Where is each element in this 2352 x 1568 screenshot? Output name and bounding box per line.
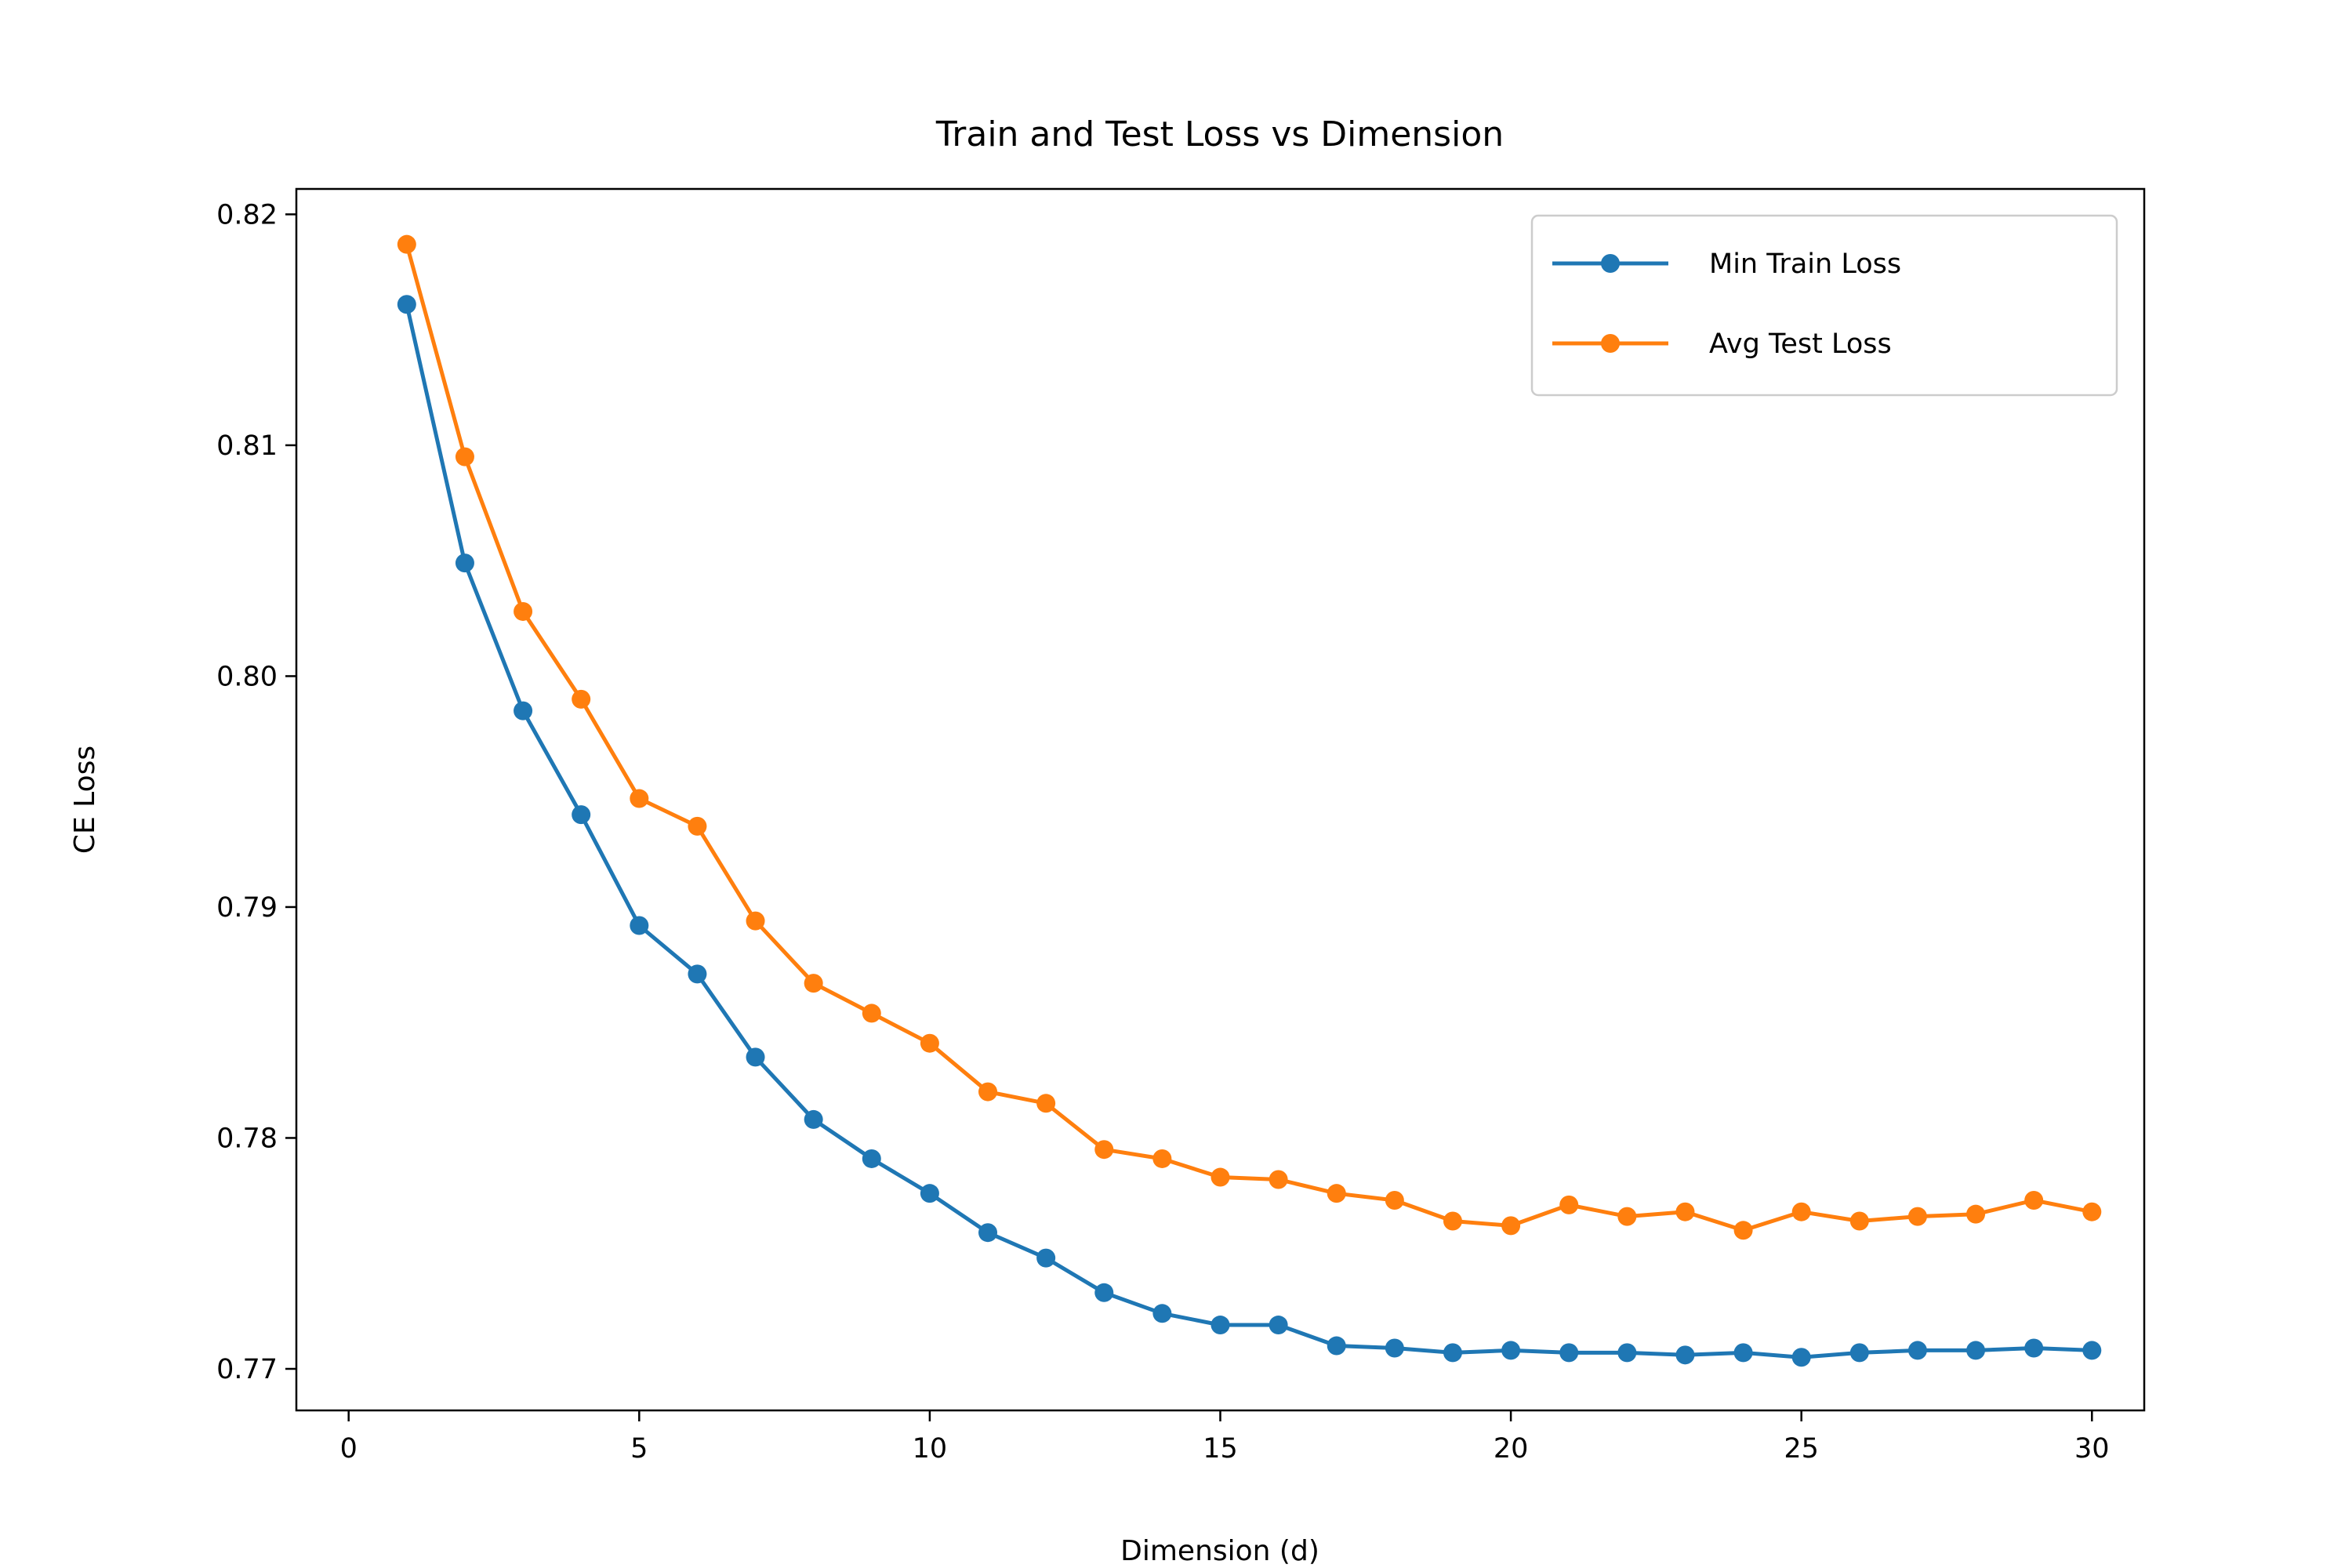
data-point-avg-test-loss — [1791, 1202, 1811, 1221]
data-point-min-train-loss — [978, 1223, 998, 1243]
data-point-avg-test-loss — [1269, 1170, 1288, 1189]
data-point-avg-test-loss — [1617, 1207, 1637, 1226]
data-point-min-train-loss — [688, 964, 707, 984]
data-point-avg-test-loss — [1966, 1204, 1986, 1224]
data-point-avg-test-loss — [1036, 1094, 1056, 1113]
chart-title: Train and Test Loss vs Dimension — [935, 114, 1504, 154]
data-point-min-train-loss — [514, 701, 533, 720]
data-point-avg-test-loss — [630, 789, 649, 808]
data-point-avg-test-loss — [1152, 1149, 1172, 1168]
data-point-min-train-loss — [572, 805, 591, 825]
data-point-avg-test-loss — [920, 1033, 939, 1053]
legend-marker-avg-test-loss — [1601, 334, 1620, 353]
legend-label-avg-test-loss: Avg Test Loss — [1709, 328, 1892, 360]
data-point-avg-test-loss — [978, 1082, 998, 1102]
x-tick-label: 10 — [913, 1433, 948, 1465]
x-tick-label: 0 — [340, 1433, 358, 1465]
data-point-min-train-loss — [804, 1109, 823, 1129]
data-point-min-train-loss — [1152, 1304, 1172, 1323]
data-point-avg-test-loss — [455, 447, 474, 466]
series-line-min-train-loss — [405, 303, 2092, 1359]
series-line-avg-test-loss — [405, 244, 2092, 1232]
data-point-min-train-loss — [862, 1149, 881, 1168]
data-point-min-train-loss — [2024, 1338, 2044, 1358]
x-tick-label: 15 — [1203, 1433, 1238, 1465]
data-point-min-train-loss — [630, 916, 649, 935]
x-tick-label: 25 — [1784, 1433, 1819, 1465]
y-axis-label: CE Loss — [69, 746, 101, 854]
plot-frame — [295, 187, 2146, 1412]
data-point-avg-test-loss — [397, 234, 416, 254]
data-point-min-train-loss — [455, 554, 474, 573]
data-point-min-train-loss — [746, 1047, 765, 1067]
data-point-avg-test-loss — [746, 911, 765, 931]
data-point-avg-test-loss — [1675, 1202, 1695, 1221]
data-point-min-train-loss — [1036, 1248, 1056, 1268]
data-point-min-train-loss — [1907, 1341, 1927, 1360]
data-point-avg-test-loss — [1559, 1195, 1579, 1214]
legend-box — [1530, 214, 2118, 397]
data-point-avg-test-loss — [804, 974, 823, 993]
y-tick-label: 0.82 — [216, 199, 278, 230]
data-point-min-train-loss — [920, 1184, 939, 1203]
data-point-min-train-loss — [1733, 1343, 1753, 1363]
data-point-avg-test-loss — [572, 689, 591, 709]
data-point-avg-test-loss — [688, 816, 707, 836]
data-point-min-train-loss — [1327, 1336, 1346, 1356]
data-point-avg-test-loss — [1443, 1211, 1462, 1231]
x-axis-label: Dimension (d) — [1120, 1535, 1319, 1567]
y-tick-label: 0.79 — [216, 892, 278, 924]
data-point-avg-test-loss — [1385, 1190, 1404, 1210]
data-point-min-train-loss — [1849, 1343, 1869, 1363]
data-point-avg-test-loss — [514, 601, 533, 621]
x-tick-label: 30 — [2074, 1433, 2110, 1465]
data-point-avg-test-loss — [862, 1004, 881, 1023]
data-point-min-train-loss — [1443, 1343, 1462, 1363]
y-tick-label: 0.81 — [216, 430, 278, 462]
data-point-min-train-loss — [1094, 1283, 1114, 1302]
x-tick-label: 5 — [630, 1433, 648, 1465]
data-point-avg-test-loss — [1501, 1216, 1521, 1236]
data-point-min-train-loss — [1559, 1343, 1579, 1363]
data-point-avg-test-loss — [1327, 1184, 1346, 1203]
data-point-avg-test-loss — [1094, 1140, 1114, 1160]
data-point-min-train-loss — [1791, 1348, 1811, 1367]
y-tick-label: 0.80 — [216, 661, 278, 692]
y-tick-label: 0.78 — [216, 1123, 278, 1154]
data-point-avg-test-loss — [2024, 1190, 2044, 1210]
data-point-min-train-loss — [1675, 1345, 1695, 1365]
legend: Min Train Loss Avg Test Loss — [1530, 214, 2118, 397]
x-axis-ticks: 0 5 10 15 20 25 30 — [340, 1410, 2110, 1465]
data-point-avg-test-loss — [2082, 1202, 2102, 1221]
data-point-min-train-loss — [1617, 1343, 1637, 1363]
data-point-min-train-loss — [1210, 1316, 1230, 1335]
data-point-avg-test-loss — [1733, 1221, 1753, 1240]
data-point-min-train-loss — [397, 295, 416, 314]
y-axis-ticks: 0.77 0.78 0.79 0.80 0.81 0.82 — [216, 199, 296, 1385]
x-tick-label: 20 — [1494, 1433, 1529, 1465]
data-point-min-train-loss — [2082, 1341, 2102, 1360]
data-point-avg-test-loss — [1907, 1207, 1927, 1226]
data-point-avg-test-loss — [1849, 1211, 1869, 1231]
data-point-min-train-loss — [1501, 1341, 1521, 1360]
legend-marker-min-train-loss — [1601, 254, 1620, 273]
data-point-avg-test-loss — [1210, 1167, 1230, 1187]
legend-label-min-train-loss: Min Train Loss — [1709, 249, 1901, 280]
data-point-min-train-loss — [1966, 1341, 1986, 1360]
data-point-min-train-loss — [1385, 1338, 1404, 1358]
y-tick-label: 0.77 — [216, 1354, 278, 1385]
data-point-min-train-loss — [1269, 1316, 1288, 1335]
series-layer — [397, 234, 2102, 1367]
